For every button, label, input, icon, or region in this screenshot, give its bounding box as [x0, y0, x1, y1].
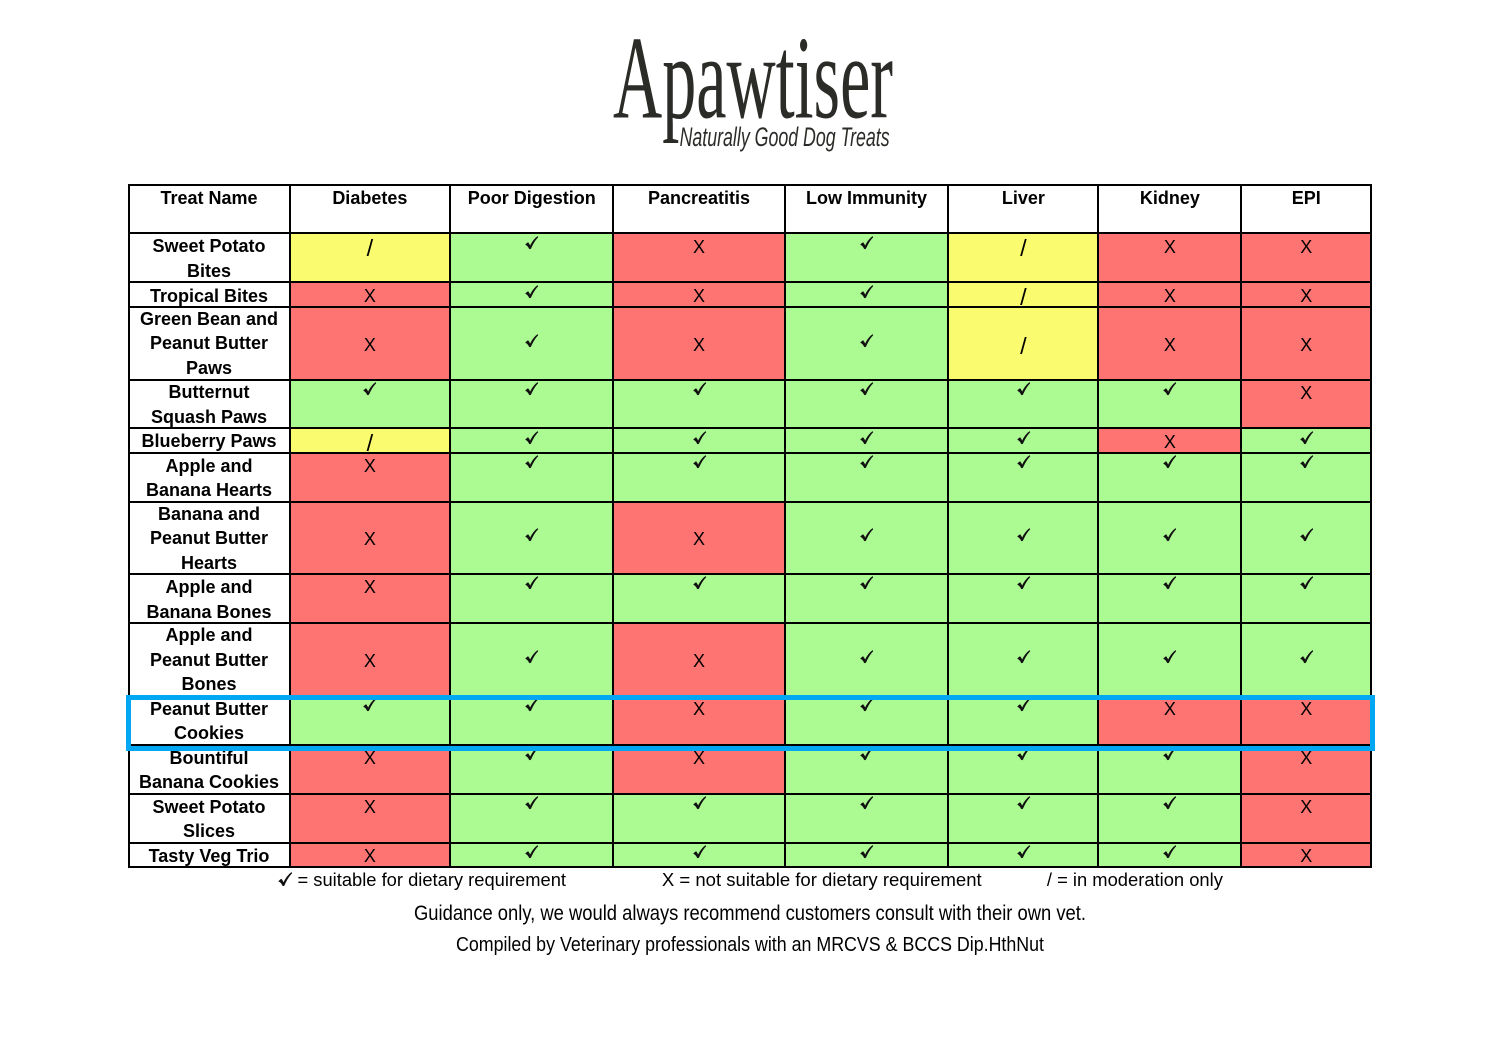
svg-text:X = not suitable for dietary r: X = not suitable for dietary requirement	[662, 870, 982, 890]
svg-text:= suitable for dietary require: = suitable for dietary requirement	[298, 870, 567, 890]
svg-text:Apawtiser: Apawtiser	[613, 25, 893, 143]
svg-text:/ = in moderation only: / = in moderation only	[1047, 870, 1223, 890]
svg-text:Naturally Good Dog Treats: Naturally Good Dog Treats	[680, 122, 890, 152]
svg-text:Guidance only, we would always: Guidance only, we would always recommend…	[414, 901, 1086, 925]
svg-text:Compiled by Veterinary profess: Compiled by Veterinary professionals wit…	[456, 934, 1044, 956]
